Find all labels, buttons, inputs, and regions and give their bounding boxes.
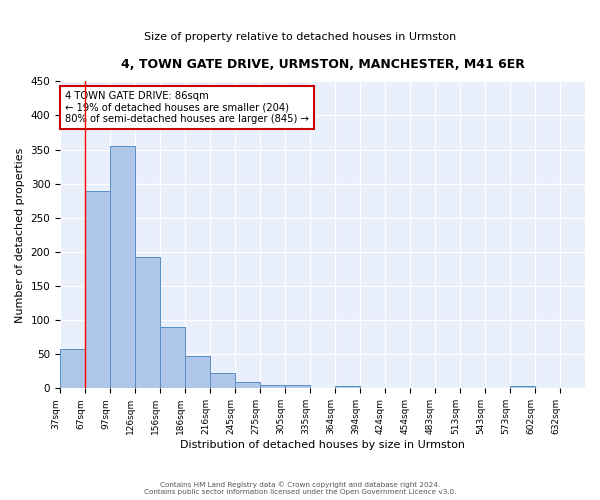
Bar	[110, 146, 135, 388]
Bar	[235, 382, 260, 388]
Bar	[285, 385, 310, 388]
Bar	[210, 374, 235, 388]
Bar	[260, 385, 285, 388]
X-axis label: Distribution of detached houses by size in Urmston: Distribution of detached houses by size …	[180, 440, 465, 450]
Bar	[335, 386, 360, 388]
Bar	[510, 386, 535, 388]
Y-axis label: Number of detached properties: Number of detached properties	[15, 147, 25, 322]
Bar	[135, 258, 160, 388]
Text: Contains HM Land Registry data © Crown copyright and database right 2024.
Contai: Contains HM Land Registry data © Crown c…	[144, 482, 456, 495]
Title: 4, TOWN GATE DRIVE, URMSTON, MANCHESTER, M41 6ER: 4, TOWN GATE DRIVE, URMSTON, MANCHESTER,…	[121, 58, 524, 70]
Bar	[60, 350, 85, 389]
Text: 4 TOWN GATE DRIVE: 86sqm
← 19% of detached houses are smaller (204)
80% of semi-: 4 TOWN GATE DRIVE: 86sqm ← 19% of detach…	[65, 90, 309, 124]
Bar	[85, 190, 110, 388]
Bar	[160, 327, 185, 388]
Bar	[185, 356, 210, 388]
Text: Size of property relative to detached houses in Urmston: Size of property relative to detached ho…	[144, 32, 456, 42]
